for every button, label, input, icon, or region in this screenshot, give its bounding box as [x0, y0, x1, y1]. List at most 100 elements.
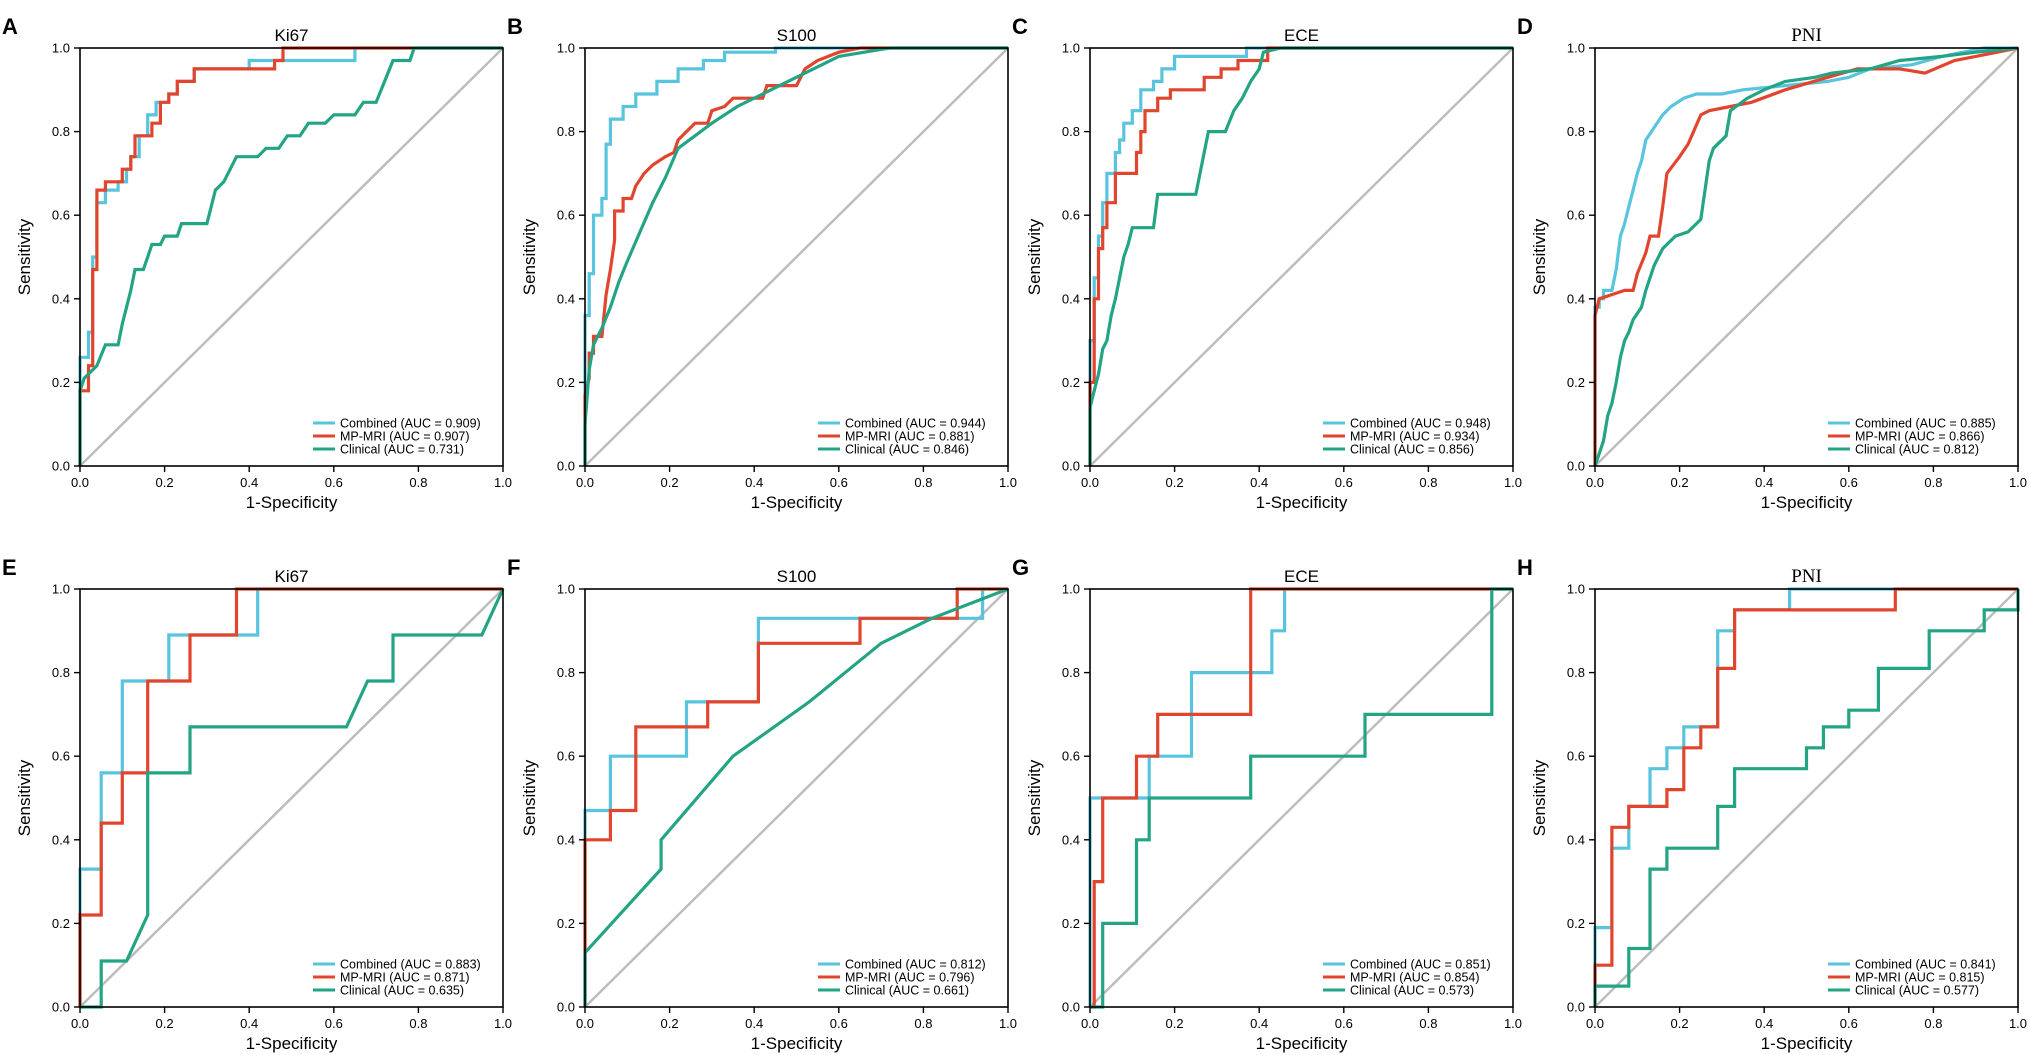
x-tick-label: 0.0: [576, 475, 594, 490]
roc-line-mpmri: [1088, 46, 1513, 466]
y-tick-label: 0.4: [1567, 291, 1585, 306]
legend-entry: Clinical (AUC = 0.812): [1855, 443, 1979, 457]
reference-diagonal: [79, 588, 504, 1008]
reference-diagonal: [584, 47, 1009, 467]
y-tick-label: 1.0: [1062, 41, 1080, 56]
roc-line-mpmri: [1090, 587, 1513, 1009]
y-tick-label: 0.8: [1062, 124, 1080, 139]
reference-diagonal: [584, 588, 1009, 1008]
y-axis-label: Sensitivity: [520, 759, 539, 836]
roc-panel-b: B S100 0.00.0 0.2 0.2 0.4 0.4 0.6 0.6 0.8 0.8 1.0 1.…: [507, 14, 1017, 512]
roc-line-clinical: [1090, 587, 1513, 1009]
x-tick-label: 0.4: [1250, 1016, 1268, 1031]
x-axis-label: 1-Specificity: [1761, 493, 1853, 512]
x-tick-label: 0.2: [1671, 1016, 1689, 1031]
chart-title: ECE: [1284, 567, 1319, 586]
y-tick-label: 1.0: [52, 582, 70, 597]
y-tick-label: 0.6: [52, 208, 70, 223]
x-tick-label: 0.2: [1166, 475, 1184, 490]
legend-entry: Clinical (AUC = 0.661): [845, 984, 969, 998]
x-tick-label: 0.0: [576, 1016, 594, 1031]
x-tick-label: 0.8: [1924, 475, 1942, 490]
roc-line-clinical: [1593, 589, 2020, 1007]
plot-frame: [79, 588, 504, 1008]
y-tick-label: 0.2: [1062, 916, 1080, 931]
roc-panel-h: H PNI 0.00.0 0.2 0.2 0.4 0.4 0.6 0.6 0.8 0.8 1.0 1.0…: [1517, 555, 2027, 1053]
y-tick-label: 1.0: [557, 41, 575, 56]
roc-line-mpmri: [78, 46, 503, 466]
panel-letter: B: [507, 14, 523, 39]
reference-diagonal: [1089, 588, 1514, 1008]
x-tick-label: 0.6: [1335, 475, 1353, 490]
y-axis-label: Sensitivity: [1025, 759, 1044, 836]
roc-line-clinical: [1593, 46, 2019, 467]
roc-line-mpmri: [1593, 587, 2018, 1007]
y-tick-label: 0.4: [52, 832, 70, 847]
y-tick-label: 0.2: [557, 916, 575, 931]
y-tick-label: 0.8: [1567, 665, 1585, 680]
y-tick-label: 1.0: [52, 41, 70, 56]
plot-frame: [1089, 588, 1514, 1008]
reference-diagonal: [1089, 47, 1514, 467]
x-tick-label: 0.0: [71, 475, 89, 490]
y-tick-label: 0.6: [557, 749, 575, 764]
x-tick-label: 0.2: [1671, 475, 1689, 490]
y-tick-label: 0.4: [557, 291, 575, 306]
x-tick-label: 1.0: [494, 475, 512, 490]
y-tick-label: 0.0: [557, 1000, 575, 1015]
legend-entry: MP-MRI (AUC = 0.871): [340, 971, 470, 985]
x-tick-label: 0.8: [914, 1016, 932, 1031]
y-axis-label: Sensitivity: [15, 218, 34, 295]
x-tick-label: 0.0: [1081, 475, 1099, 490]
y-tick-label: 1.0: [557, 582, 575, 597]
y-tick-label: 0.8: [52, 665, 70, 680]
y-tick-label: 0.6: [1062, 208, 1080, 223]
x-axis-label: 1-Specificity: [751, 493, 843, 512]
legend-entry: MP-MRI (AUC = 0.907): [340, 430, 470, 444]
roc-panel-c: C ECE 0.00.0 0.2 0.2 0.4 0.4 0.6 0.6 0.8 0.8 1.0 1.0…: [1012, 14, 1522, 512]
x-tick-label: 0.6: [1840, 1016, 1858, 1031]
legend-entry: Clinical (AUC = 0.635): [340, 984, 464, 998]
y-tick-label: 0.8: [1567, 124, 1585, 139]
x-tick-label: 0.0: [71, 1016, 89, 1031]
roc-line-clinical: [583, 46, 1008, 466]
panel-letter: F: [507, 555, 520, 580]
y-tick-label: 0.0: [1567, 459, 1585, 474]
roc-line-clinical: [583, 587, 1009, 1007]
x-tick-label: 0.4: [1250, 475, 1268, 490]
reference-diagonal: [1594, 47, 2019, 467]
plot-frame: [79, 47, 504, 467]
x-axis-label: 1-Specificity: [246, 1034, 338, 1053]
y-tick-label: 0.0: [52, 459, 70, 474]
x-tick-label: 0.4: [745, 475, 763, 490]
x-tick-label: 0.8: [1924, 1016, 1942, 1031]
x-tick-label: 0.4: [745, 1016, 763, 1031]
x-tick-label: 1.0: [1504, 1016, 1522, 1031]
y-tick-label: 0.4: [1062, 291, 1080, 306]
plot-frame: [584, 47, 1009, 467]
roc-line-clinical: [80, 588, 505, 1009]
roc-panel-f: F S100 0.00.0 0.2 0.2 0.4 0.4 0.6 0.6 0.8 0.8 1.0 1.…: [507, 555, 1017, 1053]
legend-entry: Clinical (AUC = 0.731): [340, 443, 464, 457]
legend-entry: Combined (AUC = 0.883): [340, 958, 481, 972]
legend-entry: MP-MRI (AUC = 0.796): [845, 971, 975, 985]
x-tick-label: 0.2: [156, 1016, 174, 1031]
chart-title: ECE: [1284, 26, 1319, 45]
y-tick-label: 0.4: [1567, 832, 1585, 847]
legend-entry: MP-MRI (AUC = 0.881): [845, 430, 975, 444]
legend-entry: Clinical (AUC = 0.846): [845, 443, 969, 457]
y-tick-label: 0.0: [1567, 1000, 1585, 1015]
y-tick-label: 0.8: [557, 665, 575, 680]
x-tick-label: 0.2: [156, 475, 174, 490]
y-tick-label: 0.2: [52, 375, 70, 390]
x-axis-label: 1-Specificity: [246, 493, 338, 512]
x-tick-label: 0.0: [1586, 475, 1604, 490]
legend-entry: Combined (AUC = 0.812): [845, 958, 986, 972]
y-tick-label: 0.8: [557, 124, 575, 139]
x-tick-label: 1.0: [1504, 475, 1522, 490]
x-tick-label: 1.0: [494, 1016, 512, 1031]
y-tick-label: 0.6: [1062, 749, 1080, 764]
x-tick-label: 0.6: [830, 1016, 848, 1031]
y-tick-label: 0.0: [1062, 459, 1080, 474]
